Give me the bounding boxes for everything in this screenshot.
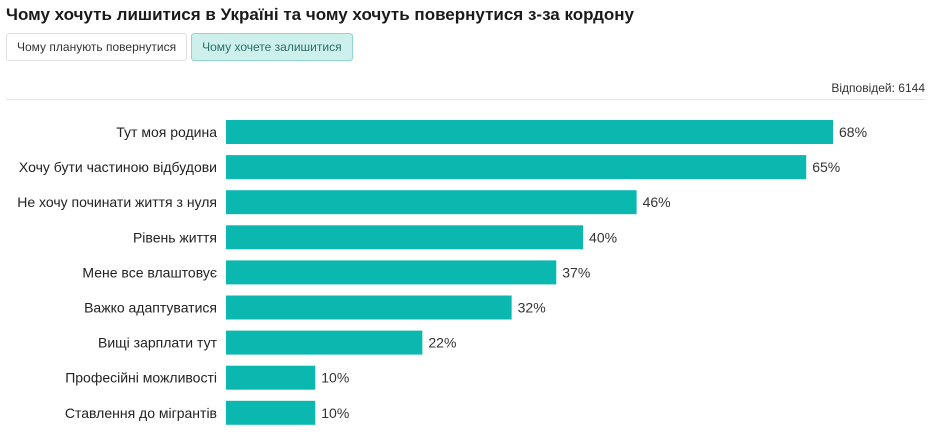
- bar[interactable]: [226, 120, 833, 144]
- category-label: Мене все влаштовує: [82, 264, 217, 280]
- bar[interactable]: [226, 400, 316, 425]
- category-label: Рівень життя: [133, 229, 217, 245]
- bar[interactable]: [226, 190, 637, 215]
- bar[interactable]: [226, 295, 512, 320]
- divider: [6, 99, 925, 100]
- tab-bar: Чому планують повернутися Чому хочете за…: [6, 33, 353, 61]
- bar-chart: Тут моя родина 68% Хочу бути частиною відб…: [17, 120, 867, 425]
- category-label: Тут моя родина: [116, 124, 217, 140]
- responses-count: Відповідей: 6144: [831, 81, 925, 95]
- category-label: Ставлення до мігрантів: [65, 405, 217, 421]
- chart-title: Чому хочуть лишитися в Україні та чому х…: [6, 5, 634, 24]
- value-label: 40%: [589, 229, 617, 245]
- value-label: 32%: [518, 300, 546, 316]
- value-label: 68%: [839, 124, 867, 140]
- value-label: 10%: [321, 370, 349, 386]
- category-label: Не хочу починати життя з нуля: [17, 194, 217, 210]
- category-label: Хочу бути частиною відбудови: [19, 159, 217, 175]
- value-label: 10%: [321, 405, 349, 421]
- bar[interactable]: [226, 260, 557, 285]
- tab-plan-to-return[interactable]: Чому планують повернутися: [6, 33, 188, 61]
- tab-want-to-stay[interactable]: Чому хочете залишитися: [191, 33, 353, 61]
- bar[interactable]: [226, 365, 316, 390]
- category-label: Професійні можливості: [65, 370, 217, 386]
- value-label: 37%: [562, 264, 590, 280]
- value-label: 22%: [428, 335, 456, 351]
- bar[interactable]: [226, 155, 807, 180]
- bar[interactable]: [226, 225, 584, 250]
- value-label: 46%: [643, 194, 671, 210]
- category-label: Вищі зарплати тут: [98, 335, 218, 351]
- value-label: 65%: [812, 159, 840, 175]
- bar[interactable]: [226, 330, 423, 355]
- category-label: Важко адаптуватися: [84, 300, 217, 316]
